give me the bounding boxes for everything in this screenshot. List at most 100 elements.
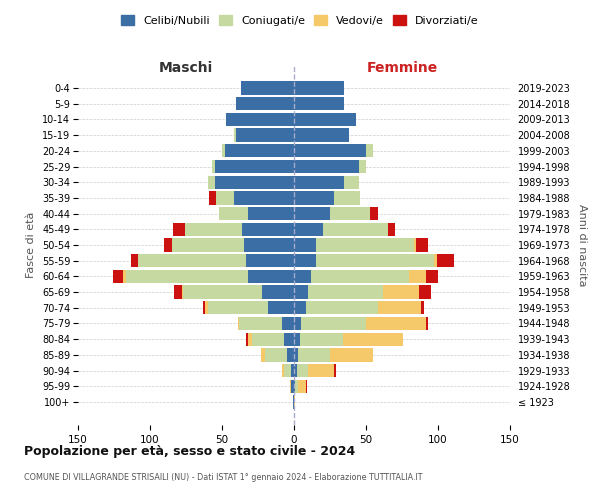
Bar [416,238,428,252]
Bar [205,301,208,314]
Bar [294,348,298,362]
Bar [298,348,330,362]
Bar [164,238,172,252]
Bar [291,364,294,377]
Bar [294,317,301,330]
Bar [343,332,403,346]
Bar [370,207,377,220]
Bar [294,82,344,94]
Bar [294,364,297,377]
Bar [247,254,294,268]
Bar [248,332,252,346]
Text: Femmine: Femmine [367,62,437,76]
Bar [366,317,427,330]
Bar [294,97,344,110]
Bar [268,301,294,314]
Bar [291,380,294,393]
Bar [427,270,438,283]
Bar [172,238,244,252]
Bar [236,128,294,142]
Bar [284,364,291,377]
Bar [226,113,294,126]
Bar [215,176,294,189]
Bar [208,301,268,314]
Bar [290,380,291,393]
Bar [233,128,236,142]
Bar [242,222,294,236]
Bar [294,207,330,220]
Bar [208,176,215,189]
Bar [294,113,356,126]
Bar [383,286,419,299]
Legend: Celibi/Nubili, Coniugati/e, Vedovi/e, Divorziati/e: Celibi/Nubili, Coniugati/e, Vedovi/e, Di… [117,10,483,30]
Bar [359,160,366,173]
Bar [434,254,437,268]
Bar [113,270,122,283]
Bar [421,301,424,314]
Bar [236,97,294,110]
Bar [297,364,308,377]
Bar [295,380,298,393]
Bar [419,286,431,299]
Bar [203,301,205,314]
Bar [308,364,334,377]
Bar [182,286,183,299]
Bar [334,191,360,204]
Bar [241,82,294,94]
Bar [248,207,294,220]
Bar [294,176,344,189]
Bar [366,144,373,158]
Bar [298,380,305,393]
Bar [283,364,284,377]
Bar [305,380,307,393]
Bar [248,270,294,283]
Bar [225,144,294,158]
Bar [173,222,185,236]
Bar [316,238,413,252]
Bar [216,191,233,204]
Text: Maschi: Maschi [159,62,213,76]
Bar [139,254,247,268]
Bar [131,254,139,268]
Bar [183,286,262,299]
Bar [175,286,182,299]
Bar [284,332,294,346]
Bar [334,364,336,377]
Bar [247,332,248,346]
Bar [122,270,125,283]
Bar [262,286,294,299]
Text: Popolazione per età, sesso e stato civile - 2024: Popolazione per età, sesso e stato civil… [24,445,355,458]
Y-axis label: Fasce di età: Fasce di età [26,212,37,278]
Bar [185,222,242,236]
Bar [294,160,359,173]
Bar [294,380,295,393]
Bar [233,191,294,204]
Bar [222,144,225,158]
Bar [409,270,427,283]
Bar [293,396,294,408]
Bar [311,270,409,283]
Bar [294,191,334,204]
Bar [294,254,316,268]
Bar [294,396,295,408]
Bar [294,301,305,314]
Bar [300,332,343,346]
Bar [330,348,373,362]
Bar [330,207,370,220]
Bar [294,128,349,142]
Bar [308,286,383,299]
Bar [427,317,428,330]
Bar [238,317,239,330]
Bar [301,317,366,330]
Bar [209,191,216,204]
Bar [219,207,248,220]
Bar [323,222,388,236]
Bar [283,317,294,330]
Bar [265,348,287,362]
Text: COMUNE DI VILLAGRANDE STRISAILI (NU) - Dati ISTAT 1° gennaio 2024 - Elaborazione: COMUNE DI VILLAGRANDE STRISAILI (NU) - D… [24,472,422,482]
Bar [437,254,454,268]
Bar [261,348,265,362]
Bar [294,144,366,158]
Bar [244,238,294,252]
Bar [294,286,308,299]
